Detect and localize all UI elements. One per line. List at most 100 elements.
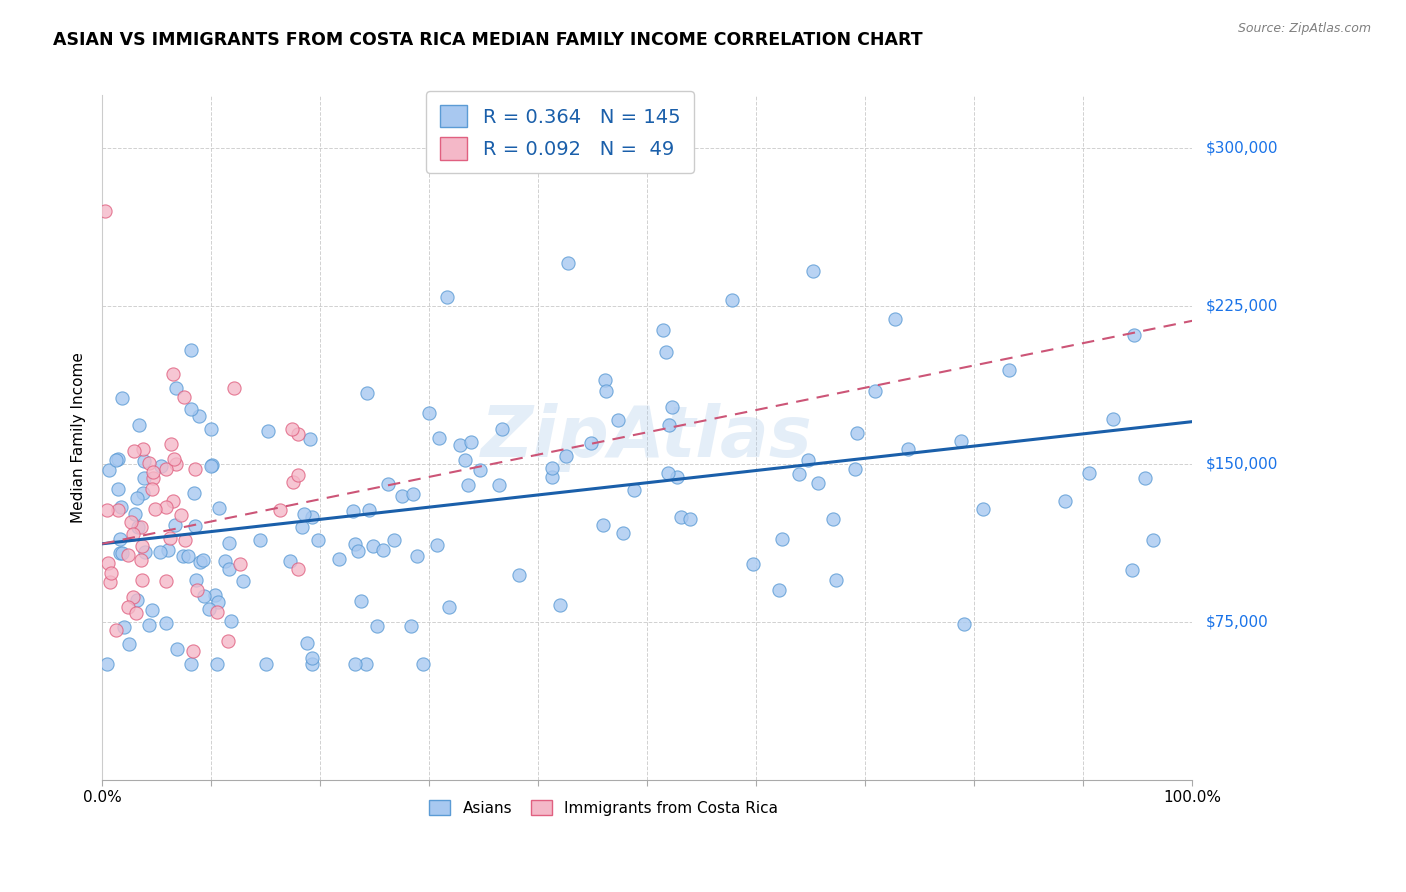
Point — [200, 459, 222, 474]
Point — [797, 452, 820, 467]
Point — [449, 438, 471, 452]
Point — [127, 491, 149, 506]
Point — [159, 531, 181, 545]
Point — [124, 444, 146, 458]
Point — [162, 494, 184, 508]
Point — [592, 517, 614, 532]
Point — [181, 644, 204, 658]
Point — [612, 526, 634, 541]
Text: ZipAtlas: ZipAtlas — [481, 403, 813, 472]
Point — [292, 508, 315, 522]
Point — [607, 413, 630, 427]
Point — [201, 458, 224, 473]
Point — [191, 552, 214, 566]
Point — [228, 557, 250, 571]
Point — [361, 539, 384, 553]
Point — [132, 486, 155, 500]
Point — [162, 367, 184, 381]
Point — [134, 544, 156, 558]
Point — [143, 502, 166, 516]
Point — [287, 562, 309, 576]
Point — [344, 537, 367, 551]
Point — [671, 510, 693, 524]
Point — [217, 633, 239, 648]
Point — [221, 615, 243, 629]
Point — [165, 381, 187, 395]
Point — [554, 450, 576, 464]
Point — [125, 592, 148, 607]
Point — [184, 462, 207, 476]
Point — [107, 503, 129, 517]
Point — [163, 452, 186, 467]
Point — [399, 618, 422, 632]
Point — [124, 507, 146, 521]
Point — [188, 555, 211, 569]
Point — [342, 504, 364, 518]
Point — [460, 434, 482, 449]
Point — [218, 535, 240, 549]
Point — [557, 255, 579, 269]
Point — [652, 323, 675, 337]
Point — [149, 545, 172, 559]
Point — [125, 606, 148, 620]
Point — [884, 312, 907, 326]
Point — [491, 422, 513, 436]
Point — [488, 477, 510, 491]
Point — [218, 562, 240, 576]
Point — [1102, 411, 1125, 425]
Y-axis label: Median Family Income: Median Family Income — [72, 352, 86, 523]
Point — [343, 657, 366, 671]
Point — [127, 520, 149, 534]
Point — [666, 470, 689, 484]
Point — [593, 374, 616, 388]
Point — [172, 549, 194, 564]
Point — [204, 588, 226, 602]
Point — [186, 583, 208, 598]
Point — [170, 508, 193, 523]
Point — [166, 642, 188, 657]
Point — [768, 583, 790, 598]
Point — [281, 422, 304, 436]
Point — [427, 431, 450, 445]
Point — [787, 467, 810, 481]
Point — [359, 503, 381, 517]
Point — [110, 533, 132, 547]
Point — [301, 651, 323, 665]
Point — [402, 486, 425, 500]
Point — [117, 599, 139, 614]
Point — [366, 619, 388, 633]
Point — [118, 637, 141, 651]
Point — [678, 512, 700, 526]
Point — [595, 384, 617, 399]
Point — [98, 574, 121, 589]
Point — [657, 467, 679, 481]
Point — [391, 489, 413, 503]
Point — [110, 500, 132, 515]
Point — [269, 502, 291, 516]
Point — [128, 417, 150, 432]
Point — [949, 434, 972, 449]
Point — [287, 467, 309, 482]
Point — [418, 406, 440, 420]
Point — [952, 617, 974, 632]
Point — [655, 344, 678, 359]
Point — [120, 515, 142, 529]
Point — [112, 620, 135, 634]
Point — [291, 520, 314, 534]
Text: $225,000: $225,000 — [1206, 298, 1278, 313]
Legend: Asians, Immigrants from Costa Rica: Asians, Immigrants from Costa Rica — [422, 792, 786, 823]
Point — [720, 293, 742, 307]
Text: $300,000: $300,000 — [1206, 140, 1278, 155]
Point — [232, 574, 254, 589]
Point — [346, 543, 368, 558]
Point — [508, 568, 530, 582]
Point — [97, 556, 120, 570]
Point — [96, 657, 118, 671]
Point — [661, 400, 683, 414]
Point — [198, 601, 221, 615]
Point — [436, 290, 458, 304]
Point — [540, 470, 562, 484]
Point — [412, 657, 434, 671]
Point — [457, 477, 479, 491]
Point — [301, 657, 323, 671]
